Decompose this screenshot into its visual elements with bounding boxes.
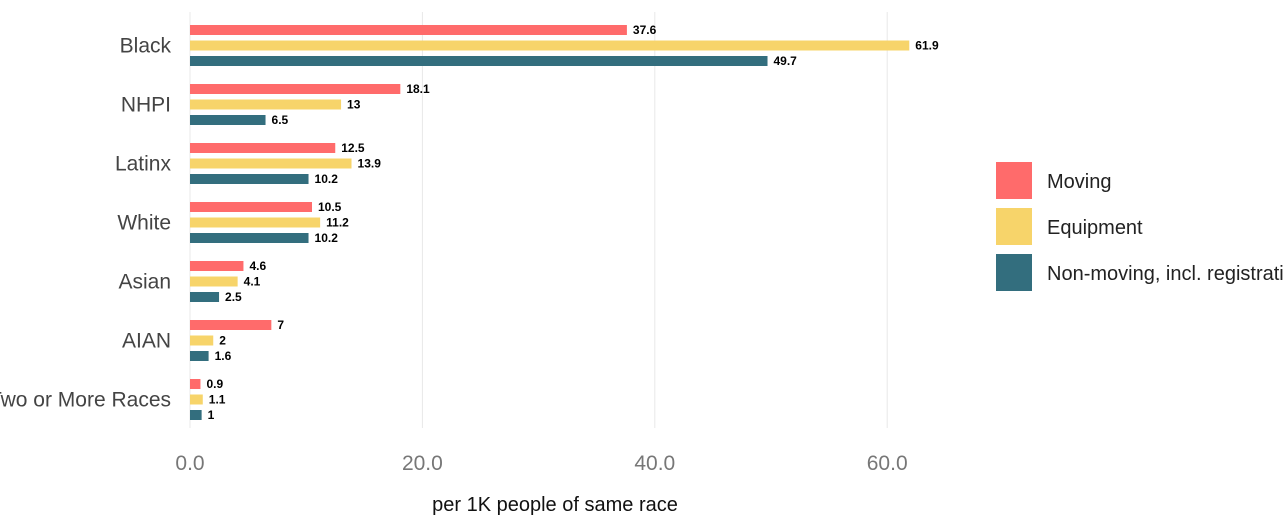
value-label-1-2: 6.5 bbox=[272, 113, 289, 127]
bar-2-2 bbox=[190, 174, 309, 184]
x-tick-label-1: 20.0 bbox=[402, 452, 443, 475]
value-labels: 37.661.949.718.1136.512.513.910.210.511.… bbox=[206, 23, 939, 422]
value-label-0-1: 61.9 bbox=[915, 39, 939, 53]
x-tick-label-0: 0.0 bbox=[175, 452, 204, 475]
value-label-2-0: 12.5 bbox=[341, 141, 365, 155]
category-labels: Black NHPI Latinx White Asian AIAN Two or More… bbox=[0, 35, 171, 412]
legend-swatch-2 bbox=[996, 254, 1032, 291]
bar-5-1 bbox=[190, 335, 214, 346]
legend-label-2: Non-moving, incl. registration bbox=[1047, 263, 1284, 285]
bar-4-1 bbox=[190, 276, 238, 287]
value-label-1-1: 13 bbox=[347, 98, 361, 112]
value-label-5-1: 2 bbox=[219, 334, 226, 348]
legend-label-1: Equipment bbox=[1047, 217, 1143, 239]
x-axis-title: per 1K people of same race bbox=[432, 494, 678, 516]
bar-4-2 bbox=[190, 292, 220, 302]
x-axis-ticks: 0.0 20.0 40.0 60.0 bbox=[175, 452, 907, 475]
value-label-0-2: 49.7 bbox=[774, 54, 798, 68]
bar-2-0 bbox=[190, 143, 336, 153]
bar-3-0 bbox=[190, 202, 313, 212]
value-label-6-1: 1.1 bbox=[209, 393, 226, 407]
bar-0-2 bbox=[190, 56, 768, 66]
category-label-3: White bbox=[117, 212, 171, 235]
value-label-6-0: 0.9 bbox=[206, 377, 223, 391]
value-label-0-0: 37.6 bbox=[633, 23, 657, 37]
bar-1-2 bbox=[190, 115, 266, 125]
x-tick-label-3: 60.0 bbox=[867, 452, 908, 475]
value-label-1-0: 18.1 bbox=[406, 82, 430, 96]
value-label-2-1: 13.9 bbox=[358, 157, 382, 171]
bar-5-0 bbox=[190, 320, 272, 330]
bar-1-0 bbox=[190, 84, 401, 94]
value-label-4-0: 4.6 bbox=[249, 259, 266, 273]
bar-0-0 bbox=[190, 25, 627, 35]
legend: Moving Equipment Non-moving, incl. registr… bbox=[996, 162, 1284, 291]
value-label-4-1: 4.1 bbox=[244, 275, 261, 289]
category-label-6: Two or More Races bbox=[0, 389, 171, 412]
category-label-1: NHPI bbox=[121, 94, 171, 117]
bar-3-2 bbox=[190, 233, 309, 243]
value-label-3-1: 11.2 bbox=[326, 216, 349, 230]
value-label-5-2: 1.6 bbox=[215, 349, 232, 363]
bar-4-0 bbox=[190, 261, 244, 271]
value-label-6-2: 1 bbox=[208, 408, 215, 422]
legend-label-0: Moving bbox=[1047, 171, 1111, 193]
category-label-4: Asian bbox=[118, 271, 171, 294]
value-label-4-2: 2.5 bbox=[225, 290, 242, 304]
bar-6-2 bbox=[190, 410, 202, 420]
category-label-0: Black bbox=[120, 35, 172, 58]
legend-swatch-0 bbox=[996, 162, 1032, 199]
bar-1-1 bbox=[190, 99, 342, 110]
value-label-3-2: 10.2 bbox=[315, 231, 339, 245]
bar-0-1 bbox=[190, 40, 910, 51]
value-label-5-0: 7 bbox=[277, 318, 284, 332]
legend-swatch-1 bbox=[996, 208, 1032, 245]
bar-6-0 bbox=[190, 379, 201, 389]
value-label-3-0: 10.5 bbox=[318, 200, 342, 214]
category-label-5: AIAN bbox=[122, 330, 171, 353]
bar-6-1 bbox=[190, 394, 203, 405]
x-tick-label-2: 40.0 bbox=[634, 452, 675, 475]
bar-5-2 bbox=[190, 351, 209, 361]
value-label-2-2: 10.2 bbox=[315, 172, 339, 186]
bar-2-1 bbox=[190, 158, 352, 169]
bar-3-1 bbox=[190, 217, 321, 228]
category-label-2: Latinx bbox=[115, 153, 172, 176]
bars bbox=[190, 25, 910, 420]
